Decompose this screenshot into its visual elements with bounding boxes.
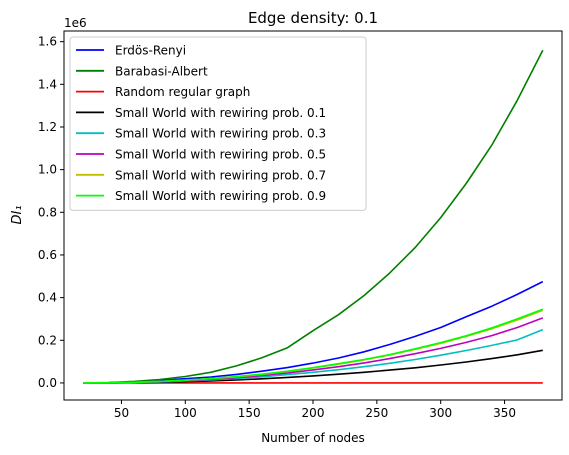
x-tick-label: 200 bbox=[302, 406, 325, 420]
plot-area bbox=[83, 49, 544, 384]
legend-label: Barabasi-Albert bbox=[115, 64, 208, 78]
series-line-2 bbox=[83, 49, 544, 384]
y-tick-label: 1.6 bbox=[38, 35, 57, 49]
y-tick-label: 0.6 bbox=[38, 248, 57, 262]
series-line-1 bbox=[83, 280, 544, 384]
y-tick-label: 1.0 bbox=[38, 163, 57, 177]
y-tick-label: 1.2 bbox=[38, 120, 57, 134]
y-tick-label: 0.0 bbox=[38, 376, 57, 390]
series-line-8 bbox=[83, 308, 544, 384]
y-axis-label: DI₁ bbox=[10, 205, 25, 224]
chart-title: Edge density: 0.1 bbox=[248, 9, 378, 27]
y-tick-label: 0.2 bbox=[38, 333, 57, 347]
x-tick-label: 350 bbox=[493, 406, 516, 420]
y-offset-text: 1e6 bbox=[64, 16, 87, 30]
x-tick-label: 250 bbox=[365, 406, 388, 420]
y-tick-label: 0.4 bbox=[38, 291, 57, 305]
y-axis: 0.0 0.2 0.4 0.6 0.8 1.0 1.2 1.4 1.6 bbox=[38, 35, 64, 390]
legend-label: Erdös-Renyi bbox=[115, 44, 186, 58]
y-tick-label: 0.8 bbox=[38, 205, 57, 219]
x-axis-label: Number of nodes bbox=[261, 431, 365, 445]
x-tick-label: 150 bbox=[238, 406, 261, 420]
legend-label: Random regular graph bbox=[115, 85, 250, 99]
legend-label: Small World with rewiring prob. 0.3 bbox=[115, 127, 326, 141]
x-tick-label: 300 bbox=[429, 406, 452, 420]
x-axis: 50 100 150 200 250 300 350 bbox=[114, 400, 516, 420]
x-tick-label: 100 bbox=[174, 406, 197, 420]
legend: Erdös-Renyi Barabasi-Albert Random regular… bbox=[69, 36, 367, 211]
legend-label: Small World with rewiring prob. 0.1 bbox=[115, 106, 326, 120]
legend-label: Small World with rewiring prob. 0.7 bbox=[115, 168, 326, 182]
x-tick-label: 50 bbox=[114, 406, 129, 420]
legend-label: Small World with rewiring prob. 0.5 bbox=[115, 148, 326, 162]
legend-box bbox=[69, 36, 367, 211]
legend-label: Small World with rewiring prob. 0.9 bbox=[115, 189, 326, 203]
y-tick-label: 1.4 bbox=[38, 77, 57, 91]
